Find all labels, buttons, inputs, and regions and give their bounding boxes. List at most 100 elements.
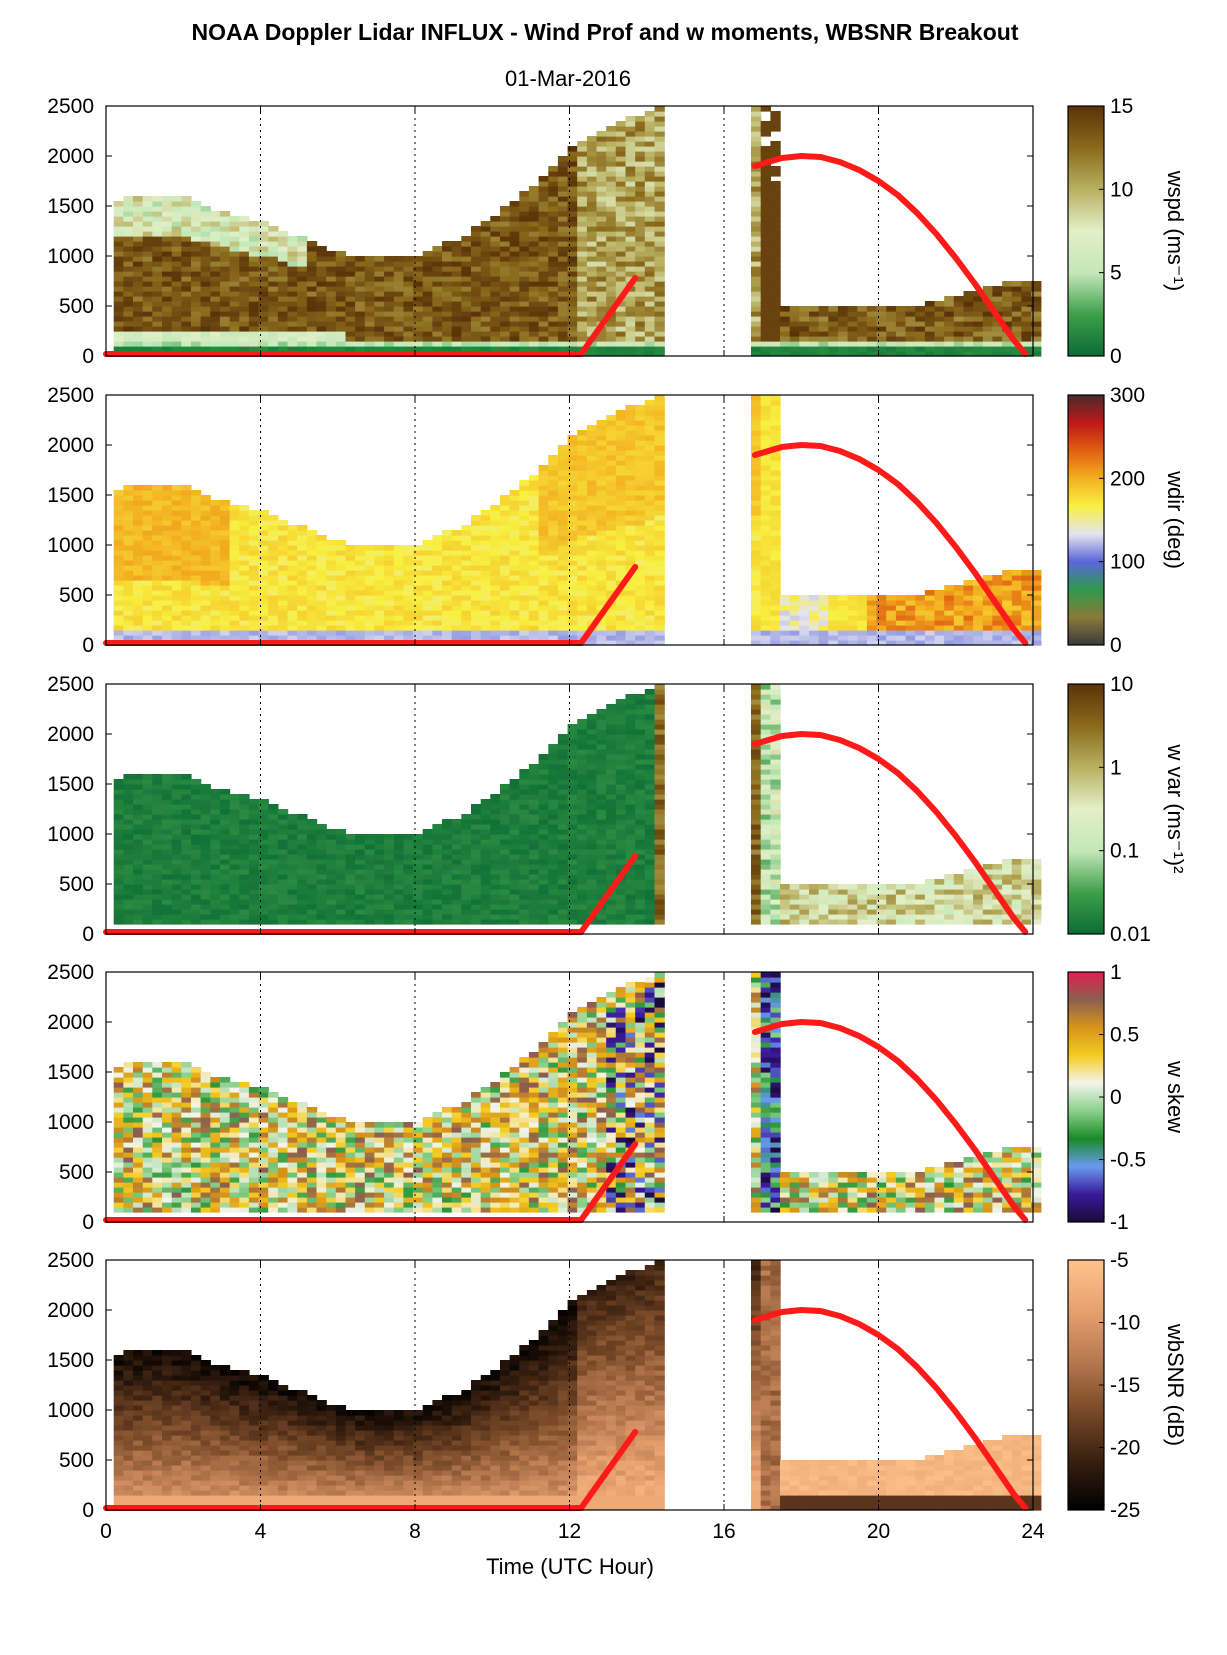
heatmap-cell bbox=[818, 326, 829, 332]
heatmap-cell bbox=[113, 545, 124, 551]
heatmap-cell bbox=[268, 844, 279, 850]
heatmap-cell bbox=[780, 336, 791, 342]
heatmap-cell bbox=[500, 530, 511, 536]
heatmap-cell bbox=[384, 346, 395, 352]
heatmap-cell bbox=[809, 311, 820, 317]
heatmap-cell bbox=[567, 620, 578, 626]
heatmap-cell bbox=[133, 211, 144, 217]
heatmap-cell bbox=[345, 600, 356, 606]
heatmap-cell bbox=[142, 545, 153, 551]
heatmap-cell bbox=[268, 346, 279, 352]
heatmap-cell bbox=[519, 510, 530, 516]
heatmap-cell bbox=[451, 311, 462, 317]
y-tick-label: 1500 bbox=[47, 195, 94, 218]
heatmap-cell bbox=[422, 336, 433, 342]
heatmap-cell bbox=[905, 595, 916, 601]
heatmap-cell bbox=[229, 630, 240, 636]
heatmap-cell bbox=[268, 829, 279, 835]
heatmap-cell bbox=[751, 630, 762, 636]
heatmap-cell bbox=[123, 545, 134, 551]
heatmap-cell bbox=[432, 256, 443, 262]
heatmap-cell bbox=[335, 301, 347, 307]
heatmap-cell bbox=[181, 635, 192, 641]
heatmap-cell bbox=[760, 475, 771, 481]
heatmap-cell bbox=[635, 201, 646, 207]
heatmap-cell bbox=[451, 535, 462, 541]
heatmap-cell bbox=[751, 151, 762, 157]
heatmap-cell bbox=[751, 301, 762, 307]
heatmap-cell bbox=[355, 555, 366, 561]
heatmap-cell bbox=[442, 321, 453, 327]
heatmap-cell bbox=[770, 241, 781, 247]
heatmap-cell bbox=[625, 605, 636, 611]
heatmap-cell bbox=[528, 206, 540, 212]
heatmap-cell bbox=[625, 146, 636, 152]
heatmap-cell bbox=[191, 824, 202, 830]
heatmap-cell bbox=[326, 286, 337, 292]
heatmap-cell bbox=[123, 774, 134, 780]
heatmap-cell bbox=[1031, 595, 1042, 601]
heatmap-cell bbox=[615, 410, 627, 416]
heatmap-cell bbox=[596, 211, 607, 217]
heatmap-cell bbox=[1021, 595, 1032, 601]
heatmap-cell bbox=[451, 580, 462, 586]
heatmap-cell bbox=[963, 321, 974, 327]
heatmap-cell bbox=[133, 884, 144, 890]
heatmap-cell bbox=[133, 804, 144, 810]
heatmap-cell bbox=[751, 271, 762, 277]
heatmap-cell bbox=[200, 221, 211, 227]
heatmap-cell bbox=[393, 565, 405, 571]
heatmap-cell bbox=[335, 615, 347, 621]
heatmap-cell bbox=[1002, 605, 1013, 611]
heatmap-cell bbox=[519, 635, 530, 641]
heatmap-cell bbox=[268, 605, 279, 611]
heatmap-cell bbox=[152, 789, 163, 795]
heatmap-cell bbox=[297, 575, 308, 581]
heatmap-cell bbox=[133, 894, 144, 900]
heatmap-cell bbox=[461, 311, 472, 317]
heatmap-cell bbox=[500, 525, 511, 531]
heatmap-cell bbox=[548, 485, 559, 491]
heatmap-cell bbox=[644, 615, 656, 621]
heatmap-cell bbox=[384, 575, 395, 581]
heatmap-cell bbox=[181, 530, 192, 536]
heatmap-cell bbox=[355, 281, 366, 287]
heatmap-cell bbox=[239, 799, 250, 805]
heatmap-cell bbox=[171, 919, 182, 925]
heatmap-cell bbox=[528, 226, 540, 232]
heatmap-cell bbox=[142, 585, 153, 591]
heatmap-cell bbox=[345, 615, 356, 621]
heatmap-cell bbox=[596, 186, 607, 192]
heatmap-cell bbox=[615, 625, 627, 631]
heatmap-cell bbox=[413, 615, 424, 621]
heatmap-cell bbox=[557, 470, 569, 476]
heatmap-cell bbox=[432, 261, 443, 267]
heatmap-cell bbox=[557, 500, 569, 506]
heatmap-cell bbox=[229, 794, 240, 800]
heatmap-cell bbox=[277, 550, 289, 556]
heatmap-cell bbox=[191, 550, 202, 556]
heatmap-cell bbox=[509, 336, 520, 342]
heatmap-cell bbox=[413, 291, 424, 297]
heatmap-cell bbox=[345, 635, 356, 641]
heatmap-cell bbox=[277, 316, 289, 322]
heatmap-cell bbox=[171, 261, 182, 267]
heatmap-cell bbox=[200, 884, 211, 890]
heatmap-cell bbox=[828, 306, 839, 312]
heatmap-cell bbox=[422, 605, 433, 611]
heatmap-cell bbox=[287, 311, 298, 317]
heatmap-cell bbox=[113, 241, 124, 247]
heatmap-cell bbox=[635, 475, 646, 481]
heatmap-cell bbox=[219, 226, 231, 232]
heatmap-cell bbox=[142, 625, 153, 631]
heatmap-cell bbox=[384, 306, 395, 312]
heatmap-cell bbox=[229, 804, 240, 810]
heatmap-cell bbox=[567, 311, 578, 317]
heatmap-cell bbox=[210, 600, 221, 606]
heatmap-cell bbox=[973, 346, 984, 352]
heatmap-cell bbox=[442, 341, 453, 347]
heatmap-cell bbox=[239, 585, 250, 591]
heatmap-cell bbox=[1021, 605, 1032, 611]
heatmap-cell bbox=[200, 276, 211, 282]
heatmap-cell bbox=[219, 625, 231, 631]
